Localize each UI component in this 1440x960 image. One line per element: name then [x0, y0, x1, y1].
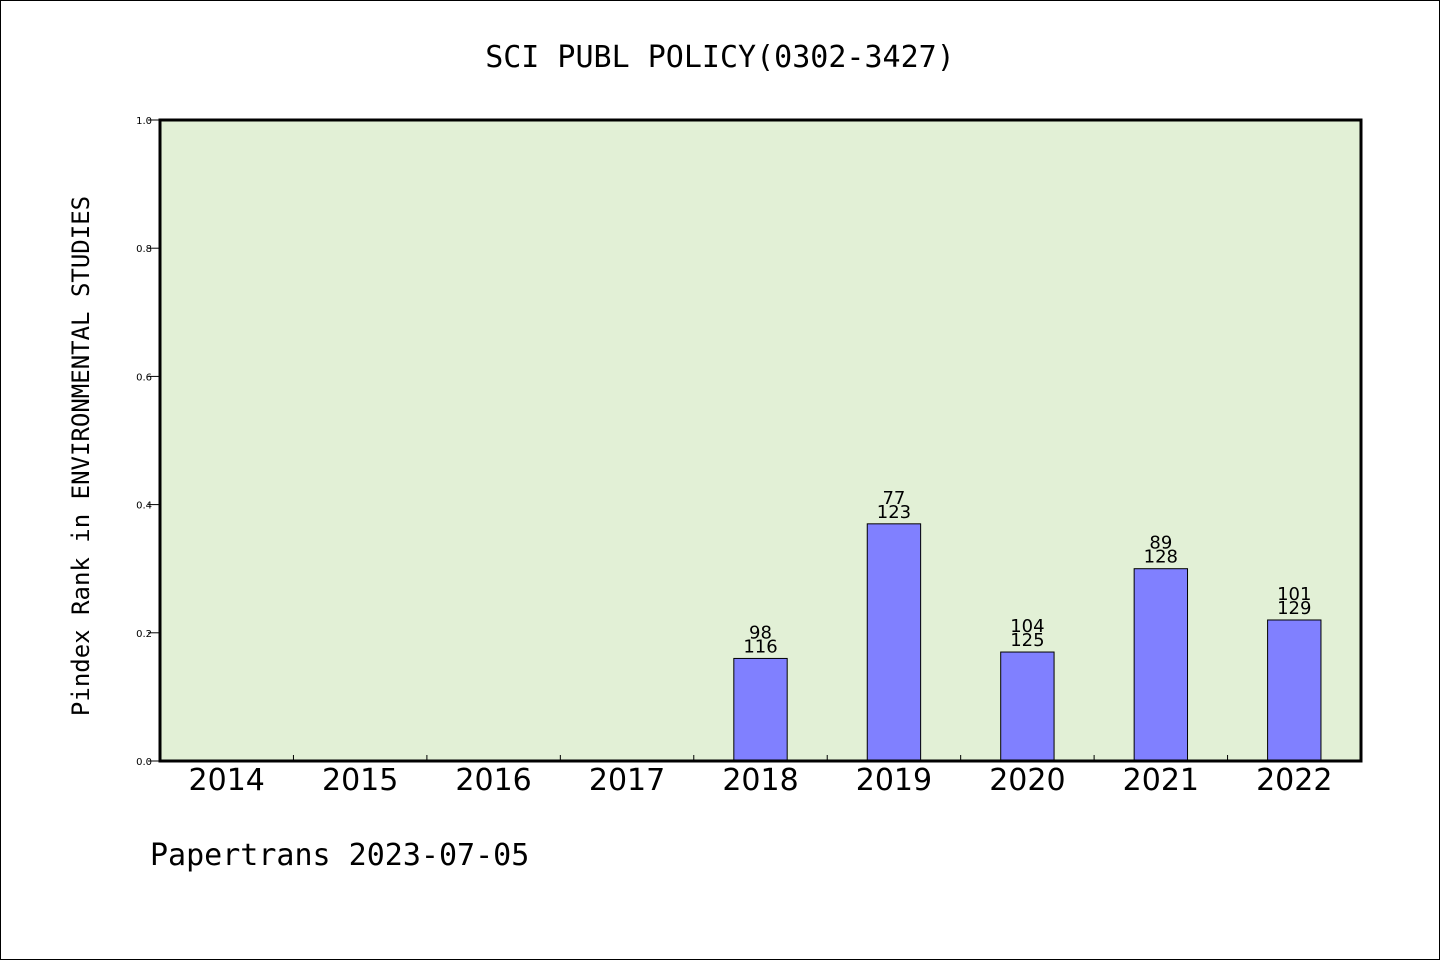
chart-title: SCI PUBL POLICY(0302-3427) [485, 40, 955, 75]
bar [866, 523, 922, 762]
x-tick-label: 2017 [589, 763, 665, 798]
bar [733, 657, 788, 762]
x-tick-label: 2018 [722, 763, 798, 798]
x-axis-ticks: 2014 2015 2016 2017 2018 2019 2020 2021 2022 [189, 755, 1332, 798]
y-axis-ticks: 0.0 0.2 0.4 0.6 0.8 1.0 [136, 116, 160, 768]
y-tick-label: 0.0 [136, 757, 152, 768]
x-tick-label: 2016 [455, 763, 531, 798]
y-tick-label: 0.6 [136, 372, 152, 383]
bar-rank-label: 101 [1277, 584, 1311, 605]
bar-total-label: 123 [877, 502, 911, 523]
x-tick-label: 2014 [189, 763, 265, 798]
y-tick-label: 0.2 [136, 629, 152, 640]
plot-border [158, 118, 1363, 763]
y-tick-label: 1.0 [136, 116, 152, 127]
bar-total-label: 128 [1144, 547, 1178, 568]
bar [1267, 619, 1322, 762]
bar-total-label: 125 [1010, 630, 1044, 651]
bar-total-label: 116 [743, 636, 777, 657]
bar [1133, 568, 1189, 762]
y-axis-label: Pindex Rank in ENVIRONMENTAL STUDIES [67, 196, 95, 716]
bar-rank-label: 98 [749, 622, 772, 643]
bar-series [733, 523, 1322, 762]
x-tick-label: 2022 [1256, 763, 1332, 798]
bar-rank-label: 77 [882, 488, 905, 509]
bar-total-label: 129 [1277, 598, 1311, 619]
x-tick-label: 2019 [856, 763, 932, 798]
x-tick-label: 2020 [989, 763, 1065, 798]
footer-text: Papertrans 2023-07-05 [150, 838, 529, 873]
bar [1000, 651, 1055, 762]
y-tick-label: 0.8 [136, 244, 152, 255]
x-tick-label: 2021 [1123, 763, 1199, 798]
y-tick-label: 0.4 [136, 501, 152, 512]
x-tick-label: 2015 [322, 763, 398, 798]
bar-rank-label: 89 [1149, 533, 1172, 554]
bar-rank-label: 104 [1010, 616, 1044, 637]
